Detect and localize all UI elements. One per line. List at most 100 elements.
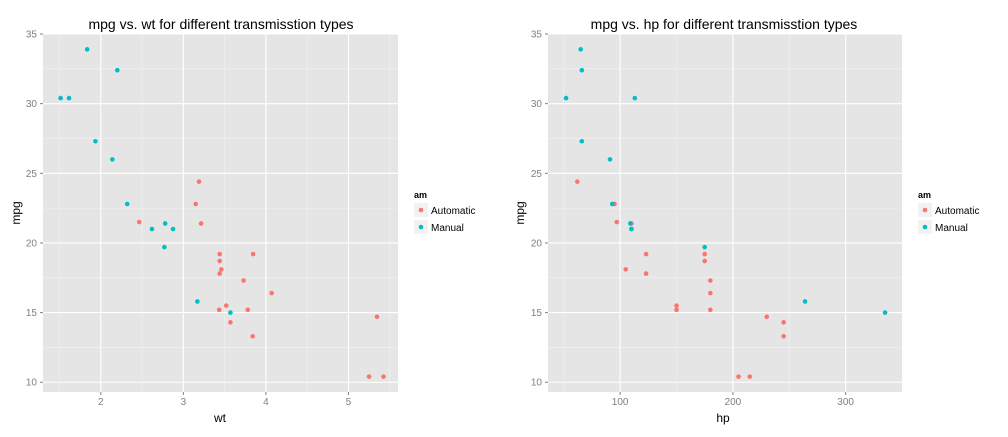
point-manual — [93, 138, 98, 144]
x-tick-label: 100 — [612, 397, 629, 408]
point-manual — [627, 221, 633, 226]
point-automatic — [702, 258, 708, 264]
y-axis-label: mpg — [9, 201, 23, 224]
legend: am Automatic Manual — [918, 190, 979, 234]
legend-title: am — [918, 190, 931, 200]
point-automatic — [217, 251, 222, 257]
x-tick-label: 3 — [181, 397, 187, 408]
y-tick-label: 15 — [531, 308, 543, 319]
y-tick-label: 25 — [531, 169, 543, 180]
point-automatic — [217, 258, 222, 264]
point-automatic — [250, 333, 255, 339]
point-manual — [84, 47, 90, 52]
point-automatic — [219, 267, 224, 272]
y-tick-label: 35 — [531, 30, 543, 41]
point-manual — [162, 244, 167, 250]
legend-marker-manual — [922, 224, 928, 230]
point-automatic — [223, 303, 229, 308]
point-manual — [124, 201, 130, 207]
point-automatic — [643, 251, 649, 257]
y-tick-label: 10 — [531, 378, 543, 389]
point-automatic — [747, 374, 753, 379]
point-manual — [195, 299, 200, 304]
point-manual — [58, 95, 63, 101]
point-automatic — [781, 320, 786, 325]
point-manual — [228, 310, 233, 315]
y-tick-label: 15 — [26, 308, 38, 319]
point-automatic — [708, 278, 713, 283]
plot-background — [548, 34, 902, 392]
legend-title: am — [414, 190, 427, 200]
point-automatic — [193, 201, 199, 207]
plot-area: 2 3 4 5 10 15 20 25 30 35 — [26, 30, 398, 408]
point-manual — [115, 67, 120, 73]
plot-background — [43, 34, 398, 392]
point-automatic — [674, 307, 679, 313]
legend-marker-automatic — [418, 207, 424, 213]
y-tick-label: 20 — [26, 238, 38, 249]
point-manual — [149, 226, 155, 232]
chart-title: mpg vs. hp for different transmisstion t… — [591, 16, 858, 32]
point-automatic — [269, 290, 274, 296]
point-automatic — [643, 271, 649, 276]
y-tick-label: 20 — [531, 238, 543, 249]
point-automatic — [136, 219, 142, 225]
point-automatic — [374, 314, 380, 320]
point-manual — [607, 157, 613, 162]
point-manual — [802, 299, 808, 304]
y-tick-label: 30 — [26, 99, 38, 110]
y-tick-label: 30 — [531, 99, 543, 110]
point-automatic — [781, 333, 786, 339]
point-automatic — [575, 179, 580, 184]
legend: am Automatic Manual — [414, 190, 475, 234]
point-automatic — [250, 251, 256, 257]
point-manual — [162, 221, 168, 226]
point-automatic — [381, 374, 386, 379]
x-tick-label: 5 — [346, 397, 352, 408]
point-manual — [579, 138, 585, 144]
point-automatic — [614, 219, 620, 225]
legend-label-automatic: Automatic — [935, 206, 979, 217]
x-tick-label: 4 — [263, 397, 269, 408]
point-automatic — [674, 303, 679, 308]
point-automatic — [764, 314, 770, 320]
point-automatic — [196, 179, 202, 184]
point-automatic — [216, 307, 222, 313]
y-axis-label: mpg — [513, 201, 527, 224]
x-tick-label: 300 — [837, 397, 854, 408]
legend-marker-manual — [418, 224, 424, 230]
point-manual — [170, 226, 176, 232]
y-tick-label: 35 — [26, 30, 38, 41]
point-manual — [629, 226, 634, 232]
x-axis-label: wt — [213, 411, 227, 425]
point-automatic — [736, 374, 741, 379]
x-tick-label: 200 — [725, 397, 742, 408]
point-manual — [578, 47, 583, 52]
x-axis-label: hp — [716, 411, 730, 425]
legend-label-manual: Manual — [935, 223, 968, 234]
point-manual — [110, 157, 115, 162]
point-automatic — [217, 271, 222, 276]
x-tick-label: 2 — [98, 397, 104, 408]
point-manual — [563, 95, 569, 101]
chart-hp: 100 200 300 10 15 20 25 30 35 mpg vs. hp for dif… — [513, 16, 979, 425]
point-automatic — [708, 290, 713, 296]
point-automatic — [623, 267, 629, 272]
point-manual — [579, 67, 585, 73]
point-automatic — [708, 307, 713, 313]
point-manual — [882, 310, 888, 315]
chart-title: mpg vs. wt for different transmisstion t… — [88, 16, 353, 32]
y-tick-label: 10 — [26, 378, 38, 389]
point-automatic — [241, 278, 246, 283]
legend-label-manual: Manual — [431, 223, 464, 234]
point-automatic — [702, 251, 708, 257]
point-manual — [66, 95, 72, 101]
y-tick-label: 25 — [26, 169, 38, 180]
plot-area: 100 200 300 10 15 20 25 30 35 — [531, 30, 902, 408]
point-automatic — [198, 221, 204, 226]
point-automatic — [228, 320, 233, 325]
legend-marker-automatic — [922, 207, 928, 213]
point-manual — [702, 244, 708, 250]
legend-label-automatic: Automatic — [431, 206, 475, 217]
